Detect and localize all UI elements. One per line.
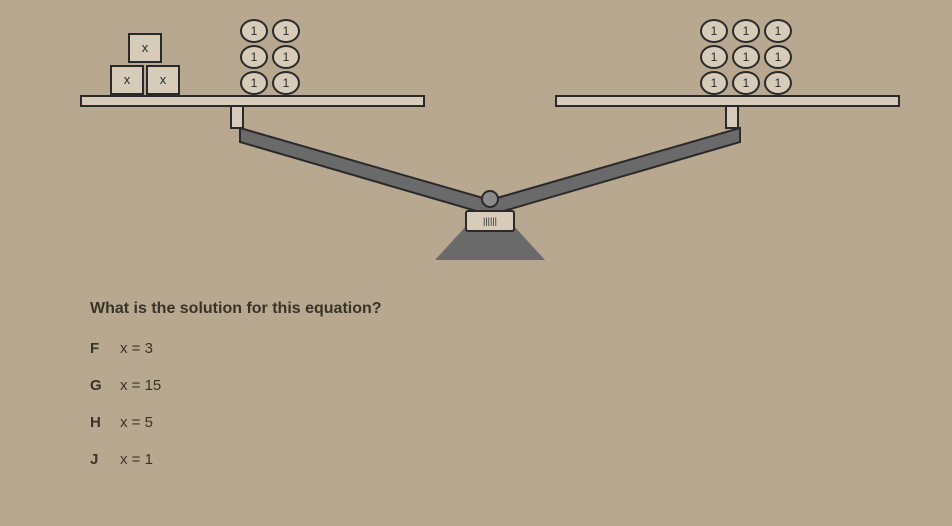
left-pan-support [230,107,244,129]
unit-coin: 1 [240,45,268,69]
question-prompt: What is the solution for this equation? [90,300,382,318]
unit-coin: 1 [700,45,728,69]
unit-coin: 1 [700,71,728,95]
question-area: What is the solution for this equation? … [90,300,382,488]
unit-coin: 1 [764,71,792,95]
unit-coin: 1 [764,19,792,43]
choice-letter: H [90,414,120,431]
unit-coin: 1 [240,19,268,43]
choice-letter: F [90,340,120,357]
unit-coin: 1 [700,19,728,43]
left-pan [80,95,425,107]
choice-text: x = 15 [120,377,161,394]
choice-letter: J [90,451,120,468]
right-pan-support [725,107,739,129]
fulcrum-plate: |||||| [465,210,515,232]
choice-letter: G [90,377,120,394]
choice-g[interactable]: G x = 15 [90,377,382,394]
pivot-icon [481,190,499,208]
choice-f[interactable]: F x = 3 [90,340,382,357]
choice-j[interactable]: J x = 1 [90,451,382,468]
choice-h[interactable]: H x = 5 [90,414,382,431]
unit-coin: 1 [732,45,760,69]
x-box: x [110,65,144,95]
right-pan [555,95,900,107]
x-box: x [146,65,180,95]
unit-coin: 1 [272,71,300,95]
choice-text: x = 5 [120,414,153,431]
unit-coin: 1 [732,19,760,43]
choice-text: x = 3 [120,340,153,357]
x-box: x [128,33,162,63]
choice-text: x = 1 [120,451,153,468]
unit-coin: 1 [764,45,792,69]
unit-coin: 1 [272,19,300,43]
unit-coin: 1 [732,71,760,95]
balance-scale-diagram: x x x 1 1 1 1 1 1 1 1 1 1 1 1 1 1 1 ||||… [90,10,890,270]
unit-coin: 1 [272,45,300,69]
unit-coin: 1 [240,71,268,95]
